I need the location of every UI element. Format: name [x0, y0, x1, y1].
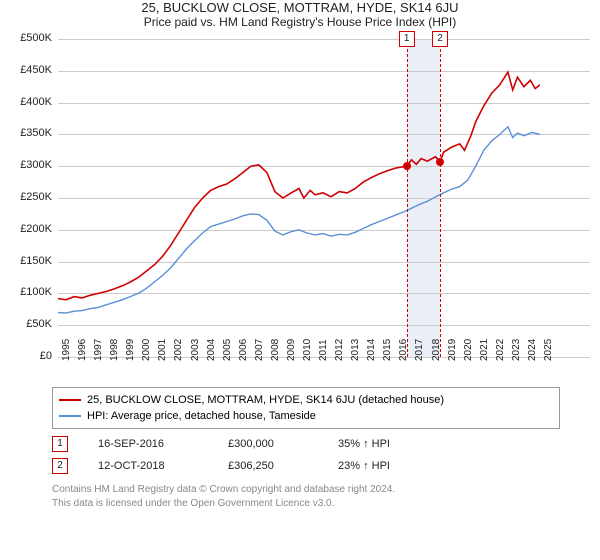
legend-item: 25, BUCKLOW CLOSE, MOTTRAM, HYDE, SK14 6…: [59, 392, 553, 408]
legend-swatch: [59, 415, 81, 417]
footer-line-1: Contains HM Land Registry data © Crown c…: [52, 483, 560, 497]
chart-svg: [10, 33, 540, 357]
legend-label: HPI: Average price, detached house, Tame…: [87, 410, 316, 422]
sale-event-line: [407, 39, 408, 357]
sale-row: 1 16-SEP-2016 £300,000 35% ↑ HPI: [52, 433, 560, 455]
chart-legend: 25, BUCKLOW CLOSE, MOTTRAM, HYDE, SK14 6…: [52, 387, 560, 429]
sale-event-marker: 2: [432, 31, 448, 47]
sale-hpi-delta: 23% ↑ HPI: [338, 460, 390, 472]
sale-date: 16-SEP-2016: [98, 438, 198, 450]
sale-point-marker: [403, 162, 411, 170]
sale-price: £300,000: [228, 438, 308, 450]
series-hpi: [58, 127, 540, 313]
price-chart: £0£50K£100K£150K£200K£250K£300K£350K£400…: [10, 33, 590, 381]
page-subtitle: Price paid vs. HM Land Registry's House …: [0, 15, 600, 29]
x-axis-label: 2025: [543, 339, 554, 361]
sale-event-marker: 1: [399, 31, 415, 47]
sale-event-line: [440, 39, 441, 357]
legend-item: HPI: Average price, detached house, Tame…: [59, 408, 553, 424]
legend-swatch: [59, 399, 81, 401]
sales-table: 1 16-SEP-2016 £300,000 35% ↑ HPI 2 12-OCT-201…: [52, 433, 560, 477]
page-title: 25, BUCKLOW CLOSE, MOTTRAM, HYDE, SK14 6…: [0, 0, 600, 15]
legend-label: 25, BUCKLOW CLOSE, MOTTRAM, HYDE, SK14 6…: [87, 394, 444, 406]
sale-hpi-delta: 35% ↑ HPI: [338, 438, 390, 450]
sale-date: 12-OCT-2018: [98, 460, 198, 472]
footer-line-2: This data is licensed under the Open Gov…: [52, 497, 560, 511]
sale-price: £306,250: [228, 460, 308, 472]
sale-row: 2 12-OCT-2018 £306,250 23% ↑ HPI: [52, 455, 560, 477]
sale-row-id: 2: [52, 458, 68, 474]
sale-point-marker: [436, 158, 444, 166]
series-property: [58, 72, 540, 300]
sale-row-id: 1: [52, 436, 68, 452]
attribution-footer: Contains HM Land Registry data © Crown c…: [52, 483, 560, 511]
